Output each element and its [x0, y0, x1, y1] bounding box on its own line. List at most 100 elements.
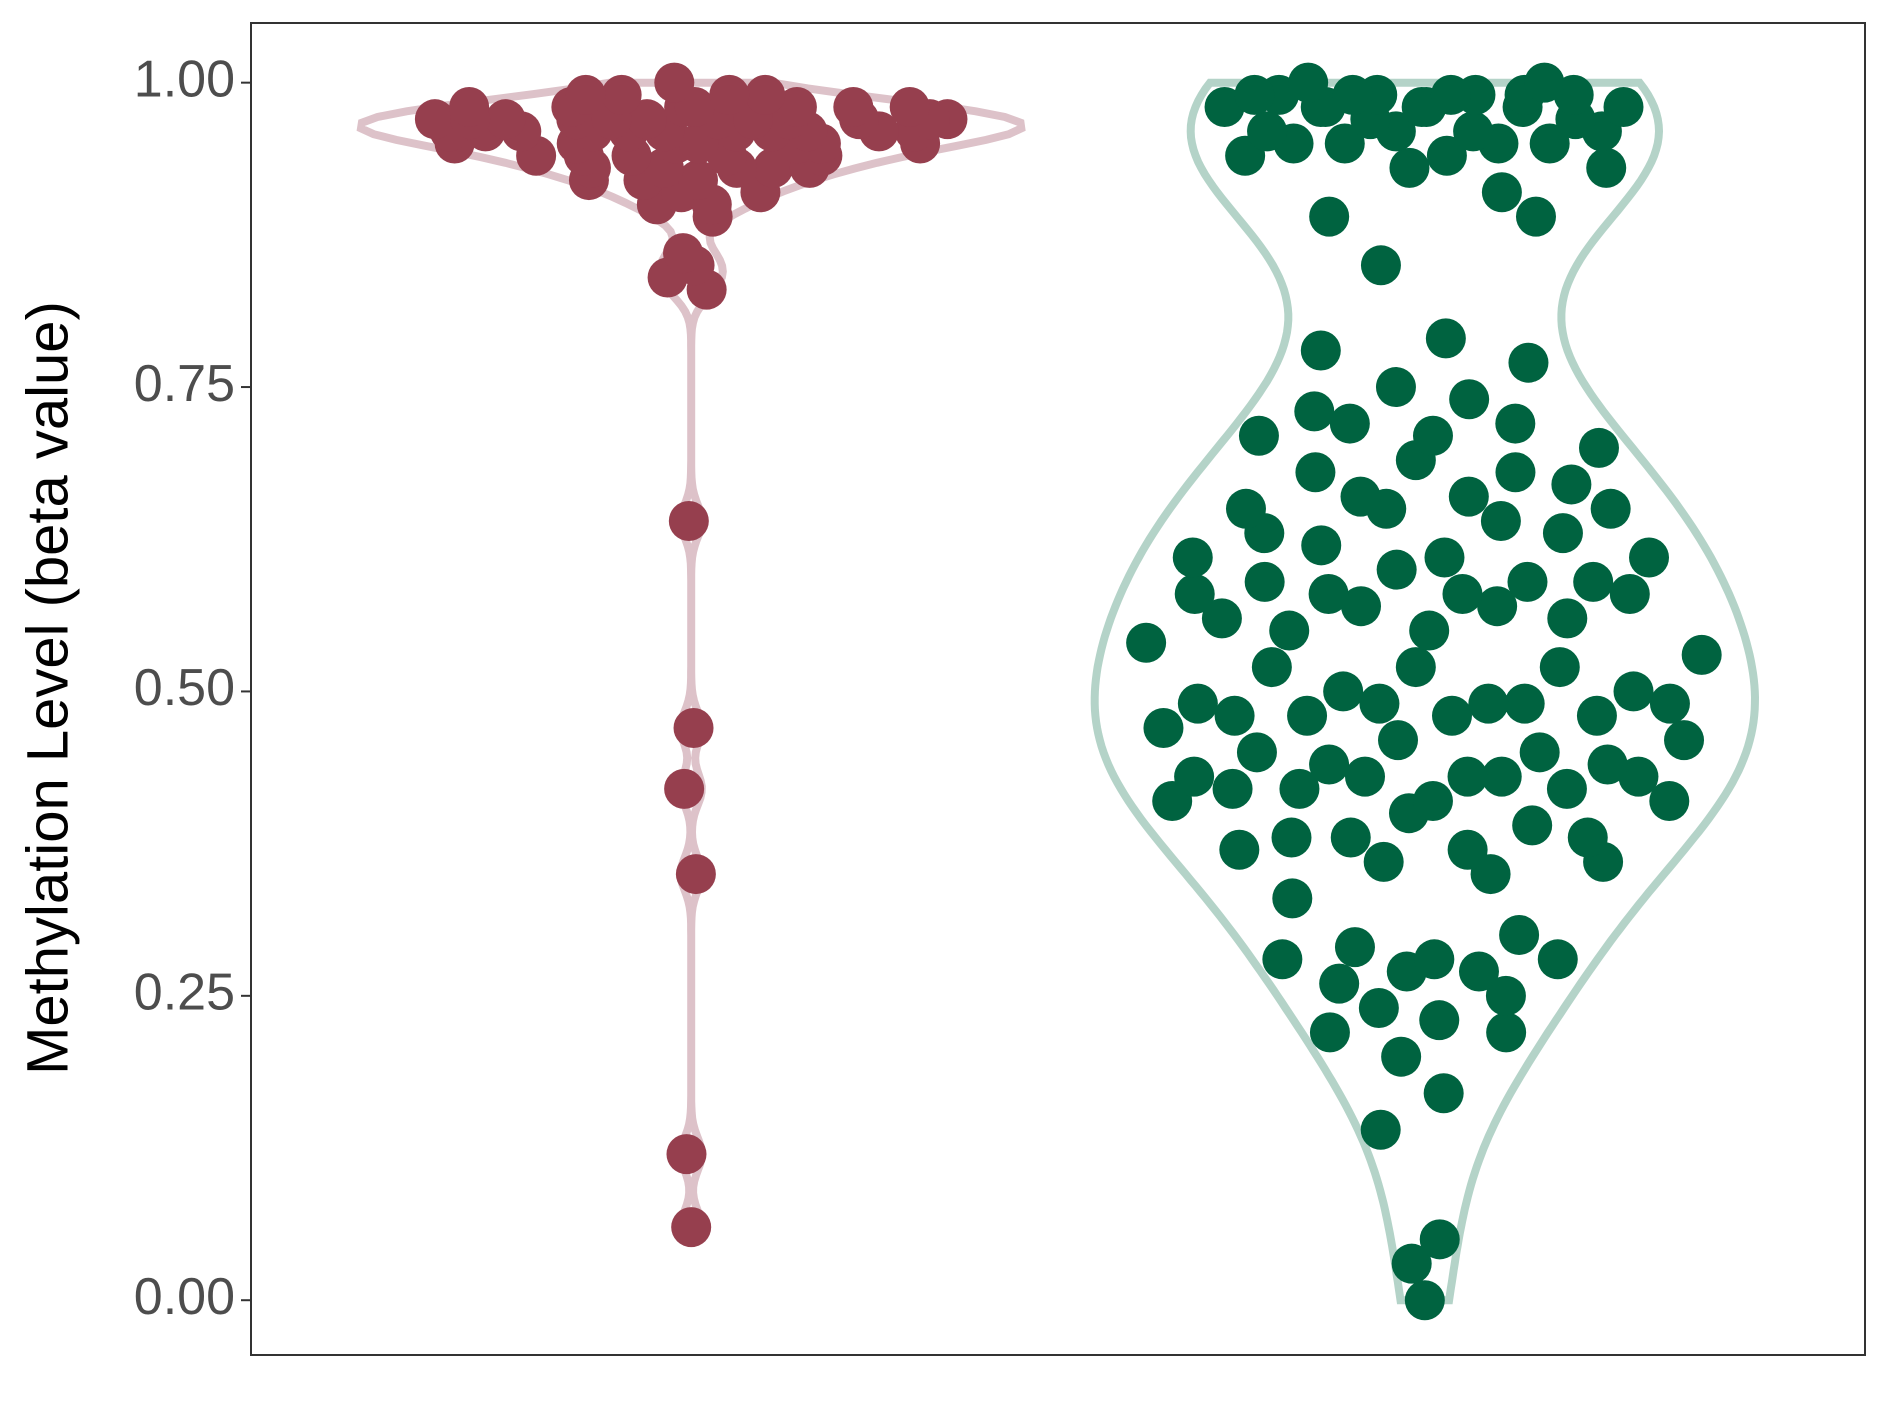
point: [1590, 488, 1631, 529]
point: [1414, 939, 1455, 980]
panel: [250, 22, 1866, 1356]
point: [1360, 1109, 1401, 1150]
point: [1251, 647, 1292, 688]
point: [1172, 537, 1213, 578]
point: [668, 500, 709, 541]
point: [1360, 245, 1401, 286]
point: [1212, 768, 1253, 809]
point: [1247, 111, 1288, 152]
point: [1381, 1036, 1422, 1077]
point: [414, 99, 455, 140]
point: [1508, 342, 1549, 383]
point: [1419, 1000, 1460, 1041]
point: [1294, 391, 1335, 432]
point: [664, 768, 705, 809]
point: [1225, 488, 1266, 529]
point: [1376, 549, 1417, 590]
point: [753, 147, 794, 188]
point: [776, 87, 817, 128]
point: [1126, 622, 1167, 663]
point: [1359, 683, 1400, 724]
point: [1423, 1073, 1464, 1114]
point: [675, 854, 716, 895]
point: [1613, 671, 1654, 712]
point: [449, 87, 490, 128]
y-tick-label: 0.50: [134, 659, 235, 717]
point: [1586, 147, 1627, 188]
point: [1262, 939, 1303, 980]
point: [1431, 695, 1472, 736]
point: [1481, 756, 1522, 797]
y-tick-label: 0.25: [134, 964, 235, 1022]
point: [565, 74, 606, 115]
point: [1279, 768, 1320, 809]
point: [1609, 574, 1650, 615]
point: [1468, 683, 1509, 724]
point: [1404, 1280, 1445, 1321]
point: [1301, 525, 1342, 566]
point: [626, 99, 667, 140]
point: [1174, 574, 1215, 615]
point: [671, 1207, 712, 1248]
point: [1447, 829, 1488, 870]
y-tick-label: 1.00: [134, 50, 235, 108]
point: [1204, 87, 1245, 128]
point: [1578, 427, 1619, 468]
point: [1271, 817, 1312, 858]
point: [1375, 367, 1416, 408]
point: [1334, 927, 1375, 968]
point: [1453, 111, 1494, 152]
point: [1495, 403, 1536, 444]
point: [1358, 987, 1399, 1028]
point: [1587, 744, 1628, 785]
point: [1664, 720, 1705, 761]
point: [1519, 732, 1560, 773]
point: [1174, 756, 1215, 797]
point: [1329, 403, 1370, 444]
point: [1542, 513, 1583, 554]
y-axis-label: Methylation Level (beta value): [15, 301, 80, 1075]
point: [1295, 452, 1336, 493]
point: [1323, 671, 1364, 712]
point: [1649, 781, 1690, 822]
point: [1269, 610, 1310, 651]
point: [1537, 939, 1578, 980]
point: [1288, 62, 1329, 103]
point: [673, 707, 714, 748]
point: [1649, 683, 1690, 724]
point: [1447, 756, 1488, 797]
point: [1219, 829, 1260, 870]
point: [833, 87, 874, 128]
point: [1524, 62, 1565, 103]
point: [1238, 415, 1279, 456]
point: [1618, 756, 1659, 797]
point: [889, 87, 930, 128]
point: [1567, 817, 1608, 858]
point: [1426, 135, 1467, 176]
point: [1412, 781, 1453, 822]
point: [1480, 500, 1521, 541]
point: [1236, 732, 1277, 773]
point: [1214, 695, 1255, 736]
point: [1603, 87, 1644, 128]
point: [1330, 817, 1371, 858]
point: [1419, 1219, 1460, 1260]
point: [1681, 634, 1722, 675]
point: [709, 74, 750, 115]
point: [1409, 610, 1450, 651]
point: [1458, 951, 1499, 992]
point: [1629, 537, 1670, 578]
point: [1332, 74, 1373, 115]
point: [1499, 914, 1540, 955]
point: [1300, 330, 1341, 371]
point: [1272, 878, 1313, 919]
point: [1495, 452, 1536, 493]
point: [1477, 586, 1518, 627]
point: [677, 160, 718, 201]
point: [1345, 756, 1386, 797]
y-tick-label: 0.75: [134, 355, 235, 413]
point: [1504, 683, 1545, 724]
point: [654, 62, 695, 103]
point: [1507, 561, 1548, 602]
